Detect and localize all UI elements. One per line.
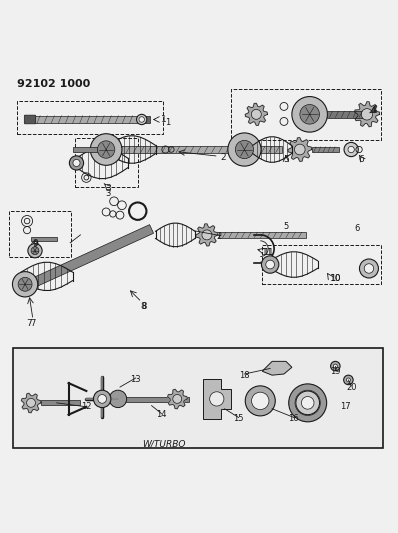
Text: 3: 3 [105,184,111,193]
Bar [312,147,339,152]
FancyBboxPatch shape [24,115,36,124]
Circle shape [245,386,275,416]
Circle shape [98,141,115,158]
Text: 8: 8 [141,302,146,311]
Text: 92102 1000: 92102 1000 [17,79,90,89]
Circle shape [69,156,84,170]
Circle shape [28,244,42,258]
Circle shape [228,133,261,166]
Circle shape [295,144,305,155]
Text: 5: 5 [283,155,289,164]
Polygon shape [196,224,218,246]
Polygon shape [15,224,154,295]
Bar [35,116,138,124]
Bar [328,111,363,117]
Text: 6: 6 [358,155,364,164]
Text: 15: 15 [233,414,244,423]
Circle shape [137,115,147,125]
Circle shape [139,117,144,122]
Circle shape [266,260,275,269]
Circle shape [18,277,32,291]
Polygon shape [168,389,187,409]
Text: 8: 8 [141,302,146,311]
Text: 2: 2 [216,232,221,241]
Circle shape [300,104,320,124]
Text: 5: 5 [283,222,289,231]
Circle shape [73,159,80,166]
Bar [13,348,383,448]
Text: 16: 16 [289,414,299,423]
Text: 6: 6 [354,224,360,233]
Circle shape [289,384,327,422]
Text: 2: 2 [220,154,226,163]
Circle shape [31,247,39,255]
Circle shape [90,134,122,165]
Text: 11: 11 [262,248,274,257]
Circle shape [252,392,269,409]
Circle shape [292,96,328,132]
Bar [118,397,189,402]
Circle shape [98,394,107,403]
Text: 3: 3 [105,189,111,198]
Text: 7: 7 [30,319,36,328]
Circle shape [344,142,358,157]
Circle shape [27,398,35,407]
Circle shape [359,259,378,278]
Text: 1: 1 [160,115,166,124]
Circle shape [202,230,212,240]
Circle shape [364,264,374,273]
Circle shape [331,361,340,371]
Text: 12: 12 [81,402,92,411]
Polygon shape [355,102,380,127]
Text: 4: 4 [370,106,376,115]
Circle shape [235,140,254,159]
Circle shape [361,109,373,120]
Bar [138,116,150,124]
Polygon shape [288,138,312,161]
Text: W/TURBO: W/TURBO [142,439,185,448]
Circle shape [94,390,111,408]
Polygon shape [21,393,41,413]
Bar [74,138,138,188]
Text: 4: 4 [372,105,378,114]
Bar [31,237,57,241]
Text: 7: 7 [26,319,32,328]
Text: 11: 11 [263,248,273,257]
Bar [41,400,80,405]
Text: 20: 20 [346,383,357,392]
Polygon shape [262,361,292,375]
Text: 13: 13 [131,375,141,384]
Bar [17,101,164,134]
Text: 14: 14 [156,410,167,419]
Circle shape [251,109,261,119]
Circle shape [348,147,354,152]
Text: 19: 19 [330,367,341,376]
Text: 1: 1 [165,118,170,127]
Text: 17: 17 [340,402,351,411]
Polygon shape [203,379,230,418]
Circle shape [261,256,279,273]
Bar [219,232,306,238]
Circle shape [295,390,320,416]
Bar [72,147,106,152]
Text: 10: 10 [330,274,341,283]
Bar [108,147,282,152]
Text: 18: 18 [239,370,250,379]
Circle shape [109,390,127,408]
Text: 9: 9 [33,239,38,248]
Bar [9,211,70,256]
Circle shape [12,272,38,297]
Text: 10: 10 [330,274,341,283]
Text: 9: 9 [32,240,37,249]
Bar [230,88,381,140]
Polygon shape [245,103,267,125]
Bar [262,245,381,284]
Circle shape [210,392,224,406]
Circle shape [301,397,314,409]
Circle shape [343,375,353,385]
Circle shape [173,394,182,403]
Circle shape [346,378,350,382]
Circle shape [334,364,338,368]
Circle shape [296,391,320,415]
